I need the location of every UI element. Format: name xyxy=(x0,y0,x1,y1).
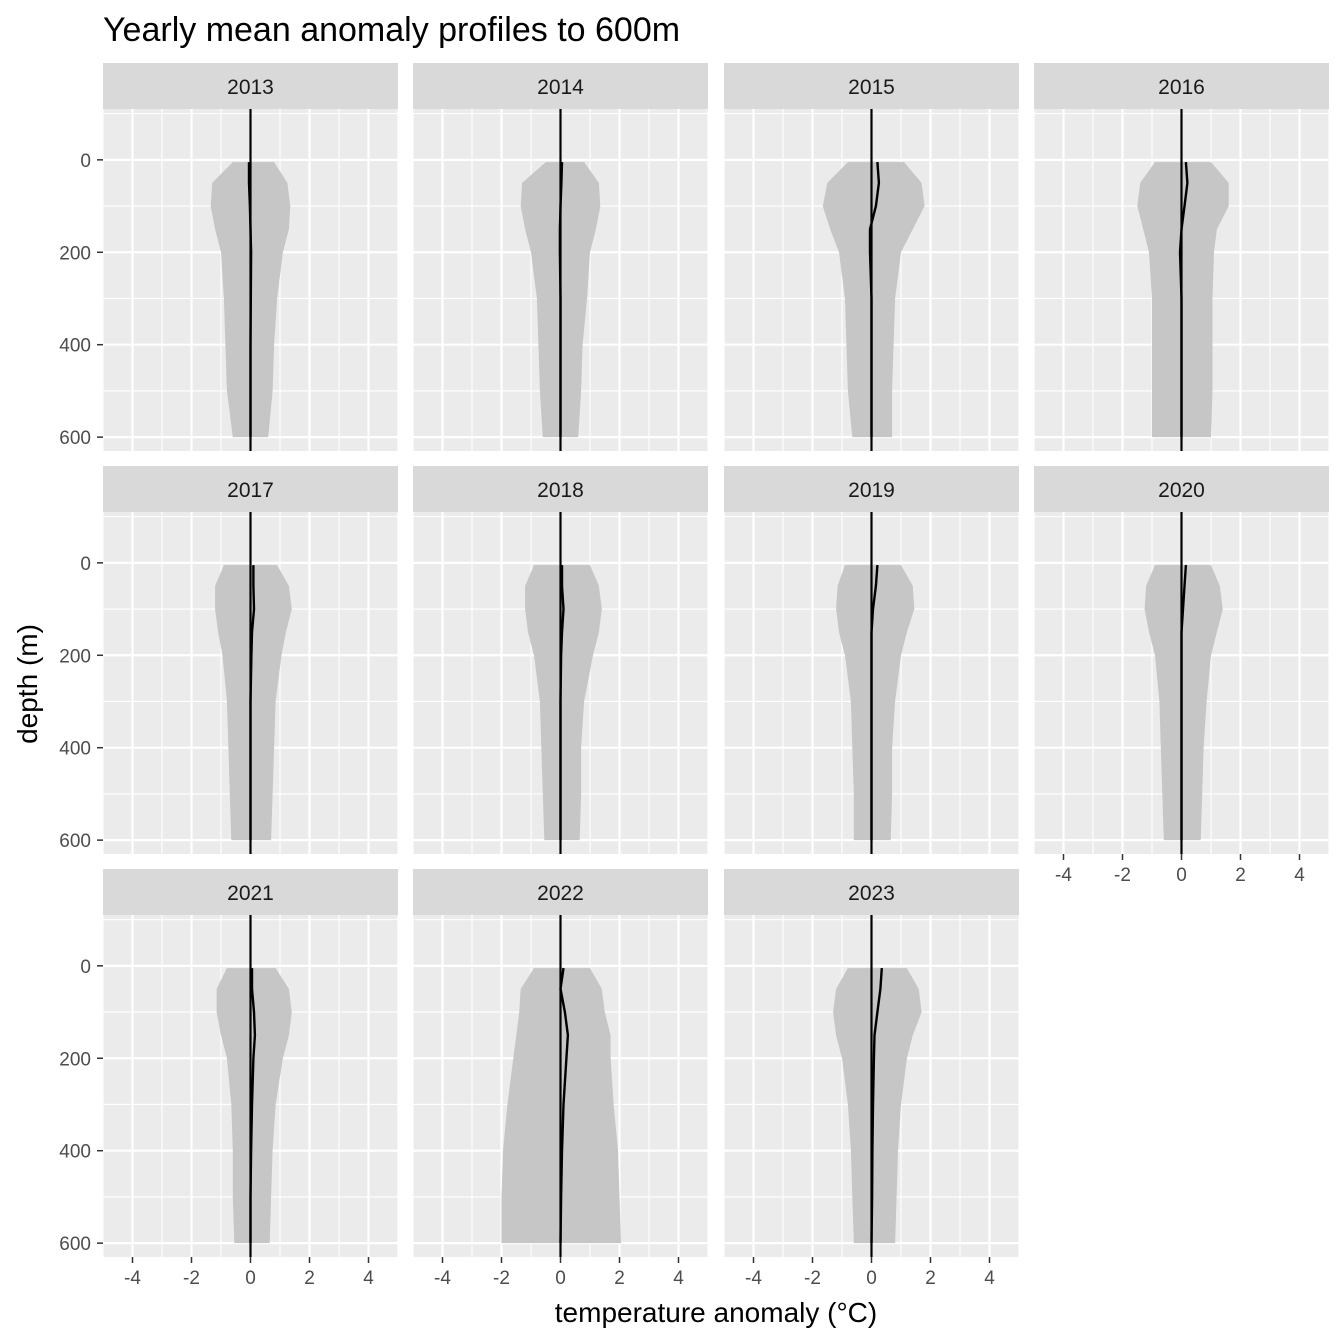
facet-panel-2016: 2016 xyxy=(1033,63,1330,451)
anomaly-range-band xyxy=(822,162,925,438)
facet-panel-2017: 2017 0 200 400 600 xyxy=(59,466,399,854)
x-tick-label: 2 xyxy=(925,1268,936,1289)
facet-panel-2022: 2022 -4 -2 0 2 4 xyxy=(412,869,709,1289)
mean-anomaly-profile xyxy=(558,162,564,438)
x-tick-label: 2 xyxy=(1235,865,1246,886)
facet-panel-2021: 2021 0 200 400 600 -4 -2 0 2 4 xyxy=(59,869,399,1289)
facet-strip-label: 2018 xyxy=(537,479,584,502)
facet-strip xyxy=(1034,466,1329,512)
facet-panel-2013: 2013 0 200 400 600 xyxy=(59,63,399,451)
y-tick-label: 200 xyxy=(59,1049,91,1070)
facet-panel-2014: 2014 xyxy=(412,63,709,451)
y-tick-label: 400 xyxy=(59,739,91,760)
y-tick-label: 600 xyxy=(59,1234,91,1255)
x-tick-label: 0 xyxy=(555,1268,566,1289)
facet-strip-label: 2021 xyxy=(227,882,274,905)
anomaly-range-band xyxy=(836,565,915,841)
mean-anomaly-profile xyxy=(868,162,881,438)
x-tick-label: -4 xyxy=(434,1268,451,1289)
facet-panel-2019: 2019 xyxy=(723,466,1020,854)
facet-strip xyxy=(724,466,1019,512)
anomaly-range-band xyxy=(216,968,292,1244)
y-tick-label: 0 xyxy=(80,554,91,575)
mean-anomaly-profile xyxy=(247,162,253,438)
y-tick-label: 400 xyxy=(59,336,91,357)
anomaly-range-band xyxy=(1137,162,1229,438)
x-tick-label: 2 xyxy=(304,1268,315,1289)
mean-anomaly-profile xyxy=(1178,162,1189,438)
mean-anomaly-profile xyxy=(1180,565,1188,841)
facet-strip-label: 2014 xyxy=(537,76,584,99)
x-tick-label: 4 xyxy=(673,1268,684,1289)
x-tick-label: -2 xyxy=(493,1268,510,1289)
y-tick-label: 200 xyxy=(59,243,91,264)
facet-strip xyxy=(413,869,708,915)
x-tick-label: -4 xyxy=(745,1268,762,1289)
facet-panel-2018: 2018 xyxy=(412,466,709,854)
facet-strip-label: 2017 xyxy=(227,479,274,502)
chart-title: Yearly mean anomaly profiles to 600m xyxy=(103,11,680,49)
facet-strip-label: 2023 xyxy=(848,882,895,905)
facet-strip xyxy=(413,63,708,109)
y-tick-label: 0 xyxy=(80,151,91,172)
anomaly-range-band xyxy=(525,565,602,841)
x-tick-label: 0 xyxy=(1176,865,1187,886)
mean-anomaly-profile xyxy=(870,565,879,841)
x-tick-label: 0 xyxy=(245,1268,256,1289)
x-tick-label: -4 xyxy=(1055,865,1072,886)
facet-panel-2020: 2020 -4 -2 0 2 4 xyxy=(1033,466,1330,886)
facet-strip xyxy=(724,869,1019,915)
facet-strip xyxy=(103,869,398,915)
x-tick-label: -2 xyxy=(183,1268,200,1289)
anomaly-range-band xyxy=(215,565,292,841)
anomaly-range-band xyxy=(1144,565,1223,841)
y-tick-label: 600 xyxy=(59,831,91,852)
facet-strip-label: 2016 xyxy=(1158,76,1205,99)
facet-panel-2023: 2023 -4 -2 0 2 4 xyxy=(723,869,1020,1289)
facet-panel-2015: 2015 xyxy=(723,63,1020,451)
y-axis-title: depth (m) xyxy=(12,624,43,744)
x-tick-label: 4 xyxy=(363,1268,374,1289)
facet-strip-label: 2022 xyxy=(537,882,584,905)
facet-strip xyxy=(724,63,1019,109)
mean-anomaly-profile xyxy=(559,967,570,1244)
y-tick-label: 400 xyxy=(59,1142,91,1163)
mean-anomaly-profile xyxy=(249,565,256,841)
x-tick-label: -2 xyxy=(804,1268,821,1289)
y-tick-label: 0 xyxy=(80,957,91,978)
y-tick-label: 600 xyxy=(59,428,91,449)
mean-anomaly-profile xyxy=(249,968,257,1244)
x-tick-label: 2 xyxy=(614,1268,625,1289)
x-tick-label: -4 xyxy=(124,1268,141,1289)
facet-strip xyxy=(1034,63,1329,109)
mean-anomaly-profile xyxy=(870,968,883,1244)
facet-strip xyxy=(103,63,398,109)
x-tick-label: 4 xyxy=(984,1268,995,1289)
x-tick-label: -2 xyxy=(1114,865,1131,886)
x-tick-label: 4 xyxy=(1294,865,1305,886)
facet-strip-label: 2019 xyxy=(848,479,895,502)
x-tick-label: 0 xyxy=(866,1268,877,1289)
facet-strip xyxy=(103,466,398,512)
anomaly-range-band xyxy=(833,968,922,1244)
x-axis-title: temperature anomaly (°C) xyxy=(555,1297,877,1328)
facet-strip-label: 2015 xyxy=(848,76,895,99)
facet-strip-label: 2013 xyxy=(227,76,274,99)
facet-strip xyxy=(413,466,708,512)
y-tick-label: 200 xyxy=(59,646,91,667)
facet-strip-label: 2020 xyxy=(1158,479,1205,502)
mean-anomaly-profile xyxy=(559,565,565,841)
